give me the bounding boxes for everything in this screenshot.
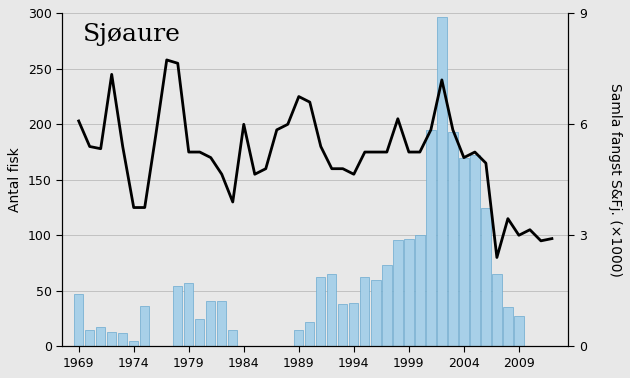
Bar bbox=[206, 301, 215, 346]
Bar bbox=[184, 283, 193, 346]
Bar bbox=[74, 294, 83, 346]
Bar bbox=[393, 240, 403, 346]
Bar bbox=[338, 304, 348, 346]
Bar bbox=[140, 306, 149, 346]
Bar bbox=[514, 316, 524, 346]
Bar bbox=[85, 330, 94, 346]
Bar bbox=[404, 239, 413, 346]
Bar bbox=[470, 155, 479, 346]
Bar bbox=[371, 280, 381, 346]
Bar bbox=[173, 286, 183, 346]
Y-axis label: Antal fisk: Antal fisk bbox=[8, 147, 22, 212]
Bar bbox=[459, 158, 469, 346]
Bar bbox=[217, 301, 226, 346]
Bar bbox=[294, 330, 304, 346]
Bar bbox=[448, 132, 457, 346]
Bar bbox=[426, 130, 435, 346]
Bar bbox=[228, 330, 238, 346]
Bar bbox=[415, 235, 425, 346]
Bar bbox=[349, 303, 358, 346]
Text: Sjøaure: Sjøaure bbox=[83, 23, 180, 46]
Bar bbox=[129, 341, 139, 346]
Bar bbox=[437, 17, 447, 346]
Bar bbox=[382, 265, 391, 346]
Bar bbox=[107, 332, 117, 346]
Bar bbox=[503, 307, 513, 346]
Bar bbox=[481, 208, 491, 346]
Y-axis label: Samla fangst S&Fj. (×1000): Samla fangst S&Fj. (×1000) bbox=[608, 83, 622, 277]
Bar bbox=[492, 274, 501, 346]
Bar bbox=[360, 277, 370, 346]
Bar bbox=[118, 333, 127, 346]
Bar bbox=[305, 322, 314, 346]
Bar bbox=[316, 277, 326, 346]
Bar bbox=[195, 319, 204, 346]
Bar bbox=[96, 327, 105, 346]
Bar bbox=[327, 274, 336, 346]
